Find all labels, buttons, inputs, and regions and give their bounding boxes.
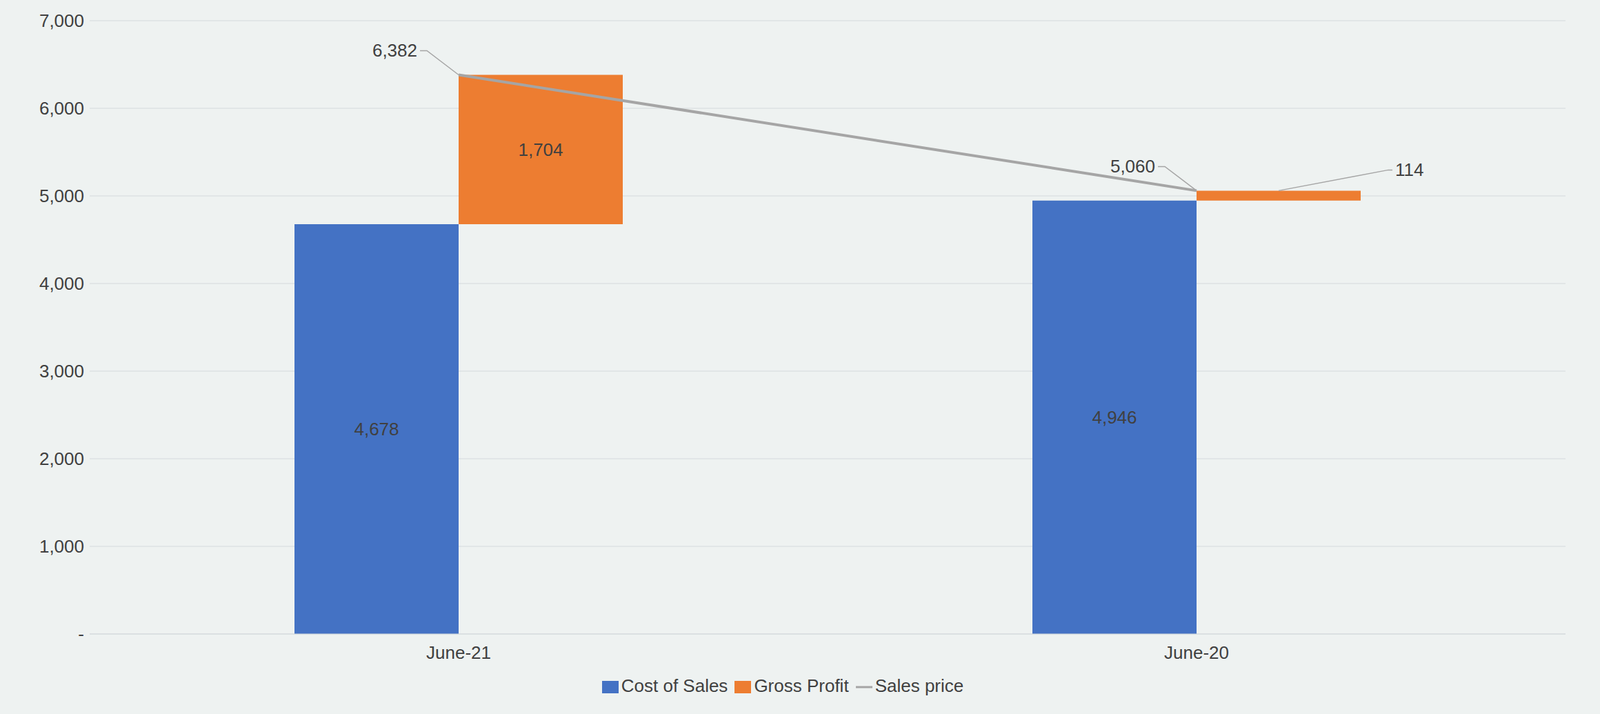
svg-text:2,000: 2,000 xyxy=(39,448,85,469)
svg-text:1,704: 1,704 xyxy=(517,139,563,160)
svg-text:7,000: 7,000 xyxy=(39,10,85,32)
html-text:Gross Profit: Gross Profit xyxy=(754,675,849,696)
svg-text:-: - xyxy=(77,623,85,645)
svg-text:114: 114 xyxy=(1395,159,1424,180)
svg-text:5,060: 5,060 xyxy=(1110,155,1156,177)
svg-text:June-20: June-20 xyxy=(1164,642,1229,663)
svg-text:4,000: 4,000 xyxy=(39,273,85,294)
svg-text:6,000: 6,000 xyxy=(39,97,85,119)
html-text:Sales price: Sales price xyxy=(874,675,964,696)
svg-text:4,946: 4,946 xyxy=(1091,406,1137,428)
html-text:Cost of Sales: Cost of Sales xyxy=(621,675,728,696)
svg-text:5,000: 5,000 xyxy=(39,185,85,207)
svg-text:June-21: June-21 xyxy=(426,642,492,663)
svg-text:6,382: 6,382 xyxy=(372,40,418,61)
svg-text:4,678: 4,678 xyxy=(353,418,399,440)
svg-text:1,000: 1,000 xyxy=(39,535,85,557)
svg-text:3,000: 3,000 xyxy=(39,360,85,382)
